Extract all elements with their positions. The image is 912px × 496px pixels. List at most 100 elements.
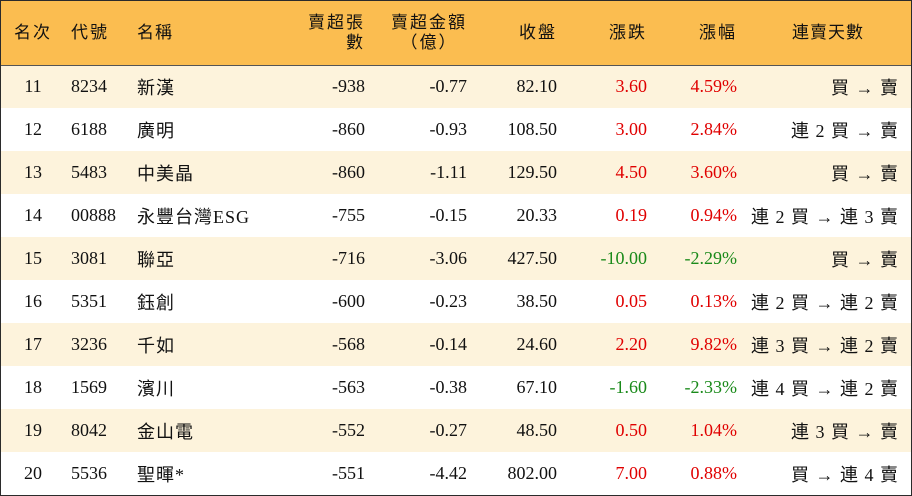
cell-net-sell-qty: -938 [332, 76, 365, 97]
header-name: 名稱 [137, 22, 173, 42]
cell-net-sell-amount: -0.15 [429, 205, 468, 225]
table-header: 名次 代號 名稱 賣超張數 賣超金額 （億） 收盤 漲跌 漲幅 連賣天數 [1, 1, 911, 65]
cell-name: 千如 [137, 335, 175, 356]
cell-rank: 14 [24, 205, 42, 225]
header-change-pct: 漲幅 [699, 22, 737, 42]
cell-change-pct: -2.29% [684, 248, 738, 268]
header-net-sell-amount-line1: 賣超金額 [391, 12, 467, 32]
header-rank: 名次 [14, 22, 52, 42]
table-row: 18 1569 濱川 -563 -0.38 67.10 -1.60 -2.33%… [1, 366, 911, 409]
header-code: 代號 [71, 22, 109, 42]
cell-name: 聯亞 [137, 249, 175, 270]
cell-net-sell-amount: -0.23 [429, 291, 468, 311]
cell-net-sell-amount: -0.14 [429, 334, 468, 354]
cell-code: 6188 [71, 119, 107, 139]
cell-net-sell-qty: -552 [332, 420, 365, 440]
cell-net-sell-qty: -755 [332, 205, 365, 225]
cell-code: 3081 [71, 248, 107, 268]
cell-consecutive-days: 連 3 買 → 賣 [791, 421, 899, 442]
cell-code: 8234 [71, 76, 107, 97]
cell-change-pct: 1.04% [690, 420, 738, 440]
cell-net-sell-qty: -860 [332, 162, 365, 182]
cell-consecutive-days: 買 → 連 4 賣 [791, 464, 899, 485]
cell-net-sell-qty: -860 [332, 119, 365, 139]
table-row: 11 8234 新漢 -938 -0.77 82.10 3.60 4.59% 買… [1, 65, 911, 108]
table-row: 16 5351 鈺創 -600 -0.23 38.50 0.05 0.13% 連… [1, 280, 911, 323]
cell-change: 7.00 [615, 463, 648, 483]
cell-change-pct: 2.84% [690, 119, 738, 139]
cell-name: 永豐台灣ESG [137, 206, 251, 227]
cell-net-sell-amount: -3.06 [429, 248, 468, 268]
cell-change: -1.60 [609, 377, 648, 397]
cell-rank: 17 [24, 334, 42, 354]
cell-rank: 13 [24, 162, 42, 182]
cell-name: 鈺創 [137, 292, 175, 313]
header-net-sell-amount-line2: （億） [400, 32, 458, 52]
cell-change: 0.19 [615, 205, 648, 225]
cell-change-pct: 9.82% [690, 334, 738, 354]
table-row: 20 5536 聖暉* -551 -4.42 802.00 7.00 0.88%… [1, 452, 911, 495]
cell-rank: 19 [24, 420, 42, 440]
table-row: 17 3236 千如 -568 -0.14 24.60 2.20 9.82% 連… [1, 323, 911, 366]
cell-net-sell-amount: -0.38 [429, 377, 468, 397]
cell-close: 129.50 [507, 162, 558, 182]
header-close: 收盤 [519, 22, 557, 42]
cell-name: 新漢 [137, 77, 175, 98]
cell-close: 108.50 [507, 119, 558, 139]
cell-change-pct: 3.60% [690, 162, 738, 182]
cell-change: 0.05 [615, 291, 648, 311]
table-row: 13 5483 中美晶 -860 -1.11 129.50 4.50 3.60%… [1, 151, 911, 194]
cell-code: 5351 [71, 291, 107, 311]
cell-name: 中美晶 [137, 163, 194, 184]
cell-change-pct: 4.59% [690, 76, 738, 97]
cell-rank: 15 [24, 248, 42, 268]
cell-change-pct: 0.94% [690, 205, 738, 225]
cell-rank: 18 [24, 377, 42, 397]
cell-net-sell-qty: -600 [332, 291, 365, 311]
cell-name: 廣明 [137, 120, 175, 141]
cell-code: 8042 [71, 420, 107, 440]
cell-net-sell-qty: -551 [332, 463, 365, 483]
cell-net-sell-amount: -4.42 [429, 463, 468, 483]
cell-code: 5483 [71, 162, 107, 182]
cell-rank: 16 [24, 291, 42, 311]
cell-change: 0.50 [615, 420, 648, 440]
cell-change-pct: -2.33% [684, 377, 738, 397]
cell-change: -10.00 [600, 248, 648, 268]
table-row: 14 00888 永豐台灣ESG -755 -0.15 20.33 0.19 0… [1, 194, 911, 237]
cell-close: 20.33 [516, 205, 558, 225]
header-consecutive-days: 連賣天數 [792, 22, 864, 42]
cell-net-sell-amount: -0.27 [429, 420, 468, 440]
cell-close: 48.50 [516, 420, 558, 440]
cell-change-pct: 0.13% [690, 291, 738, 311]
cell-consecutive-days: 買 → 賣 [831, 249, 899, 270]
cell-consecutive-days: 連 4 買 → 連 2 賣 [751, 378, 899, 399]
cell-change: 3.00 [615, 119, 648, 139]
cell-consecutive-days: 連 2 買 → 連 2 賣 [751, 292, 899, 313]
cell-name: 金山電 [137, 421, 194, 442]
cell-close: 24.60 [516, 334, 558, 354]
cell-consecutive-days: 連 2 買 → 賣 [791, 120, 899, 141]
cell-change: 2.20 [615, 334, 648, 354]
cell-close: 427.50 [507, 248, 558, 268]
cell-change-pct: 0.88% [690, 463, 738, 483]
cell-consecutive-days: 買 → 賣 [831, 163, 899, 184]
cell-consecutive-days: 連 2 買 → 連 3 賣 [751, 206, 899, 227]
header-net-sell-amount: 賣超金額 （億） [375, 1, 475, 65]
table-body: 11 8234 新漢 -938 -0.77 82.10 3.60 4.59% 買… [1, 65, 911, 495]
cell-change: 4.50 [615, 162, 648, 182]
header-net-sell-qty: 賣超張數 [308, 12, 365, 52]
cell-close: 802.00 [507, 463, 558, 483]
cell-consecutive-days: 買 → 賣 [831, 77, 899, 98]
table-row: 12 6188 廣明 -860 -0.93 108.50 3.00 2.84% … [1, 108, 911, 151]
cell-name: 濱川 [137, 378, 175, 399]
cell-consecutive-days: 連 3 買 → 連 2 賣 [751, 335, 899, 356]
cell-net-sell-amount: -0.93 [429, 119, 468, 139]
cell-net-sell-amount: -1.11 [430, 162, 467, 182]
cell-close: 82.10 [516, 76, 558, 97]
cell-change: 3.60 [615, 76, 648, 97]
cell-rank: 12 [24, 119, 42, 139]
header-row: 名次 代號 名稱 賣超張數 賣超金額 （億） 收盤 漲跌 漲幅 連賣天數 [1, 1, 911, 65]
cell-close: 67.10 [516, 377, 558, 397]
